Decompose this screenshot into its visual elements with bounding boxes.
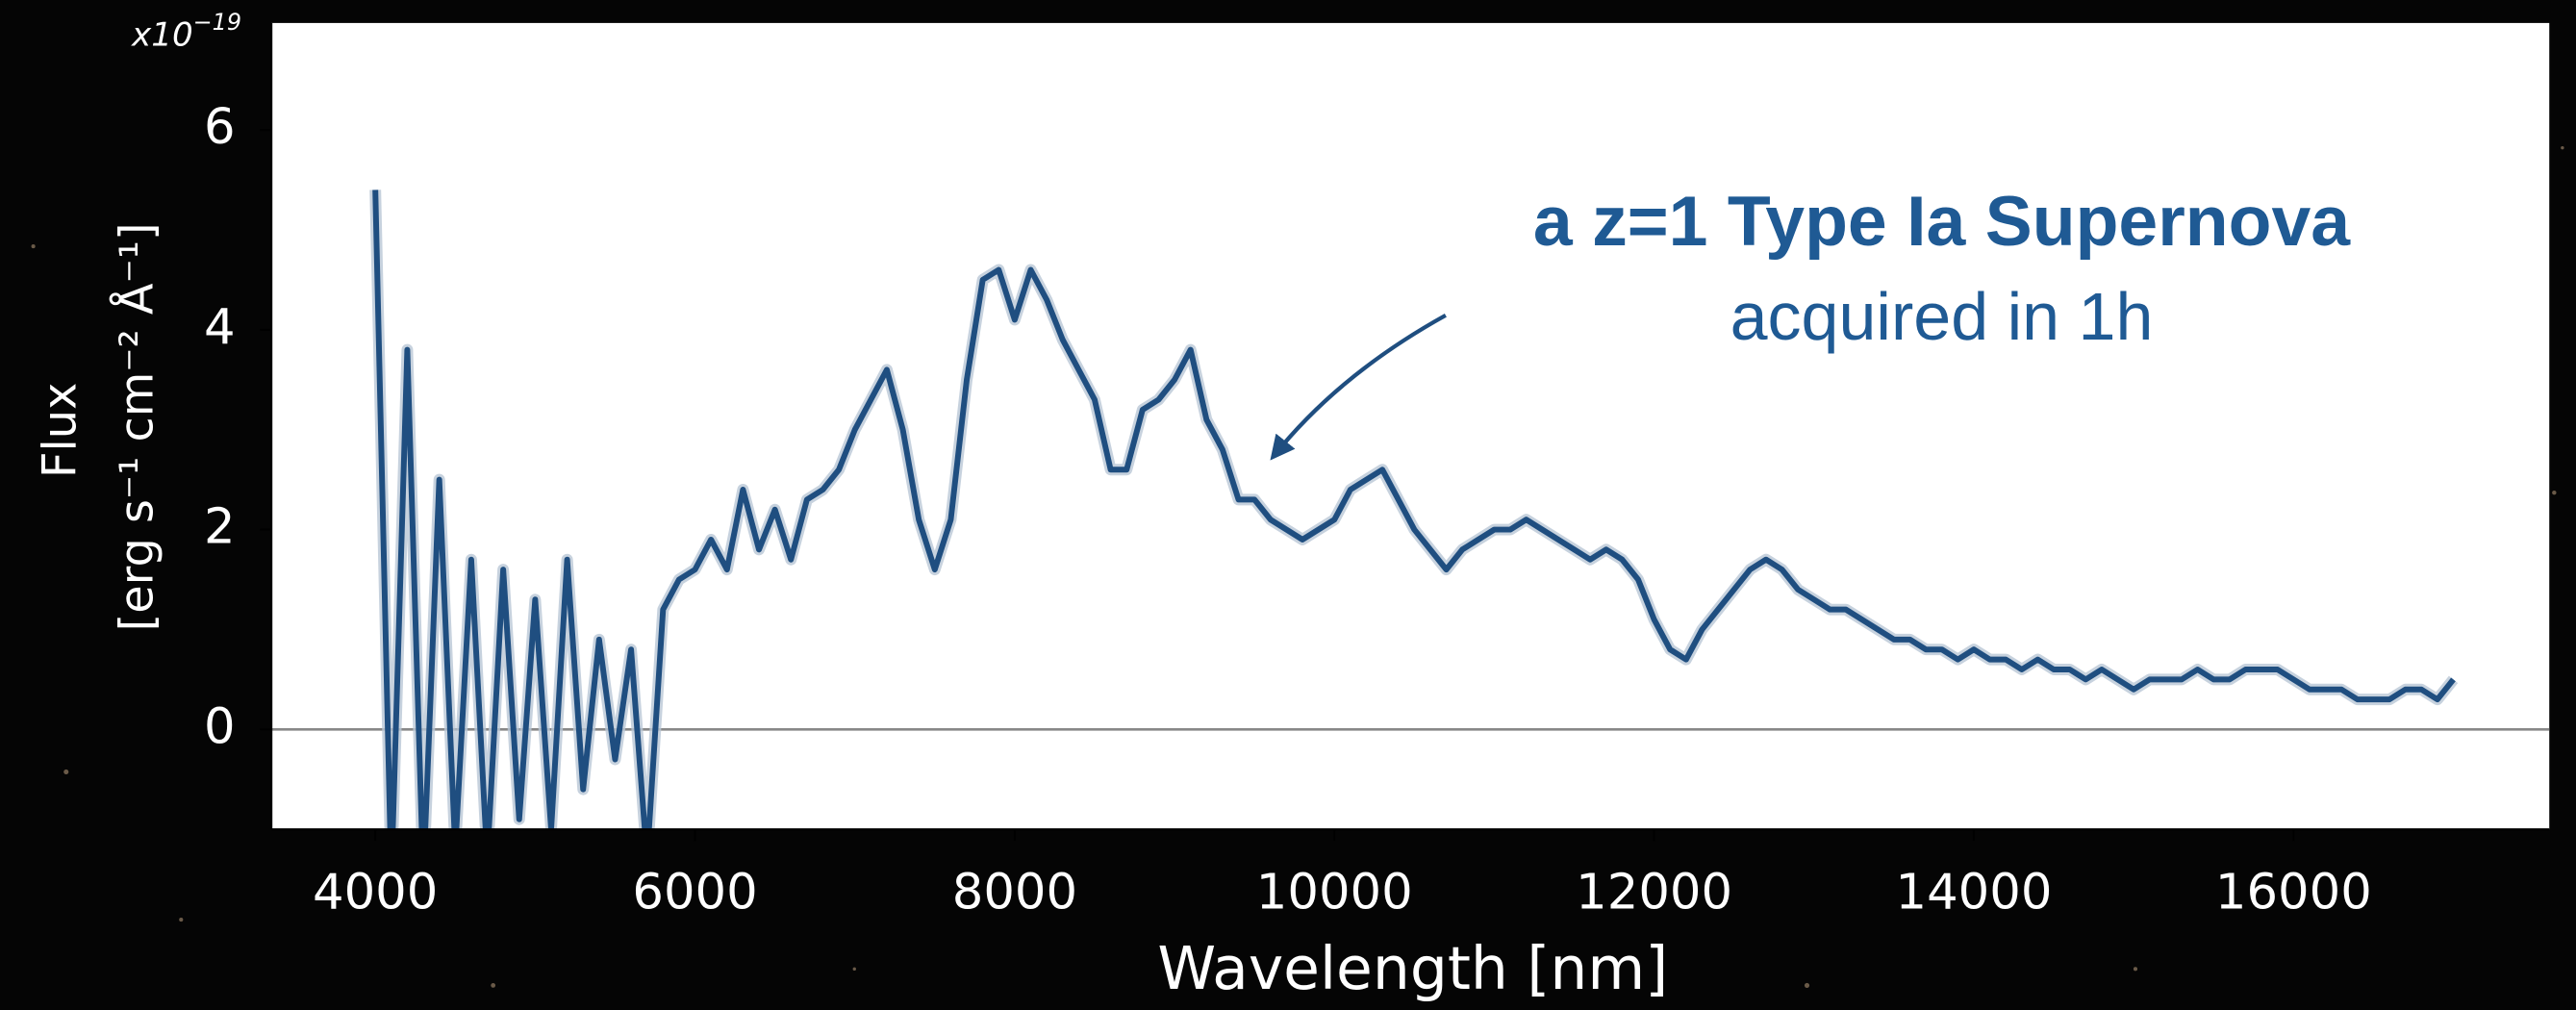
x-tick-label: 14000	[1896, 863, 2053, 921]
y-tick-label: 2	[204, 498, 236, 556]
y-axis-label: [erg s⁻¹ cm⁻² Å⁻¹]	[110, 222, 164, 631]
plot-area	[271, 22, 2550, 830]
x-tick-label: 10000	[1256, 863, 1413, 921]
line	[372, 189, 2456, 830]
annotation-title: a z=1 Type Ia Supernova	[1533, 182, 2351, 261]
x-tick-label: 16000	[2215, 863, 2372, 921]
x-tick-label: 4000	[313, 863, 438, 921]
offset-text: x10−19	[131, 9, 241, 54]
annotation-arrow	[1270, 313, 1447, 461]
x-tick-label: 8000	[952, 863, 1077, 921]
offset-exponent: −19	[193, 9, 241, 36]
y-tick-label: 4	[204, 298, 236, 356]
y-tick-label: 6	[204, 98, 236, 156]
x-tick-label: 12000	[1576, 863, 1732, 921]
star-field	[31, 145, 2564, 988]
x-tick-label: 6000	[632, 863, 757, 921]
y-tick-label: 0	[204, 697, 236, 755]
offset-base: x10	[131, 15, 193, 54]
x-axis-label: Wavelength [nm]	[1157, 935, 1668, 1003]
y-axis-label: Flux	[34, 383, 87, 478]
annotation-subtitle: acquired in 1h	[1730, 279, 2154, 354]
